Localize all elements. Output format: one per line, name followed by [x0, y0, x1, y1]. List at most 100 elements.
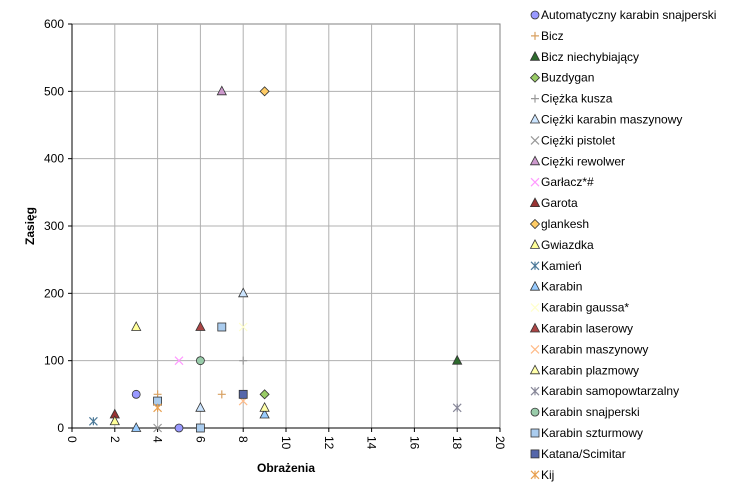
y-tick-label: 100 [44, 354, 64, 368]
x-tick-label: 0 [65, 436, 79, 443]
legend-marker [529, 322, 541, 333]
data-point [109, 415, 120, 426]
data-point [238, 322, 248, 332]
x-tick-label: 10 [279, 436, 293, 450]
gridlines [72, 24, 500, 428]
legend-marker [529, 280, 541, 291]
x-tick-label: 6 [193, 436, 207, 443]
legend-marker [529, 197, 541, 208]
x-tick-label: 4 [151, 436, 165, 443]
legend-item: Ciężki rewolwer [529, 154, 625, 168]
legend-label: Karabin laserowy [541, 322, 633, 336]
legend-item: Karabin [529, 280, 582, 294]
data-point [88, 416, 98, 426]
y-tick-label: 500 [44, 84, 64, 98]
legend-label: Karabin szturmowy [541, 426, 643, 440]
legend-label: Kamień [541, 259, 582, 273]
legend-marker [530, 10, 540, 20]
data-point [217, 390, 226, 399]
data-point [238, 287, 249, 298]
data-point [131, 389, 141, 399]
legend-item: Ciężka kusza [531, 92, 613, 106]
legend-marker [530, 407, 540, 417]
legend-marker [530, 449, 540, 459]
legend-marker [531, 94, 539, 103]
x-tick-label: 12 [322, 436, 336, 450]
legend-label: glankesh [541, 217, 589, 231]
legend-label: Ciężki rewolwer [541, 154, 625, 168]
data-point [131, 422, 142, 432]
data-point [452, 354, 463, 365]
data-point [216, 85, 227, 96]
legend-marker [529, 364, 541, 375]
legend-label: Karabin maszynowy [541, 342, 648, 356]
legend-marker [529, 239, 541, 249]
legend-label: Katana/Scimitar [541, 447, 626, 461]
x-tick-label: 18 [450, 436, 464, 450]
legend-item: Karabin maszynowy [530, 342, 648, 356]
legend-marker [529, 50, 541, 61]
legend-label: Karabin snajperski [541, 405, 640, 419]
legend-item: glankesh [529, 217, 589, 231]
data-point [259, 86, 270, 97]
data-points [88, 85, 463, 433]
legend-label: Ciężki karabin maszynowy [541, 113, 682, 127]
x-tick-label: 20 [493, 436, 507, 450]
legend-item: Automatyczny karabin snajperski [530, 8, 716, 22]
legend-item: Kamień [530, 259, 582, 273]
y-tick-label: 200 [44, 286, 64, 300]
legend-item: Garota [529, 196, 578, 210]
legend-label: Karabin samopowtarzalny [541, 384, 679, 398]
legend-marker [531, 31, 539, 40]
legend-marker [529, 72, 541, 83]
legend-item: Karabin szturmowy [530, 426, 643, 440]
legend-item: Bicz [531, 29, 564, 43]
y-tick-label: 400 [44, 152, 64, 166]
data-point [239, 356, 248, 365]
data-point [217, 322, 227, 332]
legend-item: Karabin laserowy [529, 322, 633, 336]
legend-label: Ciężki pistolet [541, 133, 616, 147]
legend-marker [530, 344, 540, 354]
legend-label: Garłacz*# [541, 175, 594, 189]
legend-marker [529, 218, 541, 230]
legend-label: Kij [541, 468, 554, 482]
legend-label: Bicz [541, 29, 564, 43]
data-point [174, 356, 184, 366]
y-tick-label: 300 [44, 219, 64, 233]
legend-label: Ciężka kusza [541, 92, 613, 106]
plot-area: 0 100 200 300 400 500 600 0 2 4 6 8 10 12 14 16 18 20 [44, 17, 507, 450]
x-axis-title: Obrażenia [257, 461, 315, 475]
data-point [259, 401, 270, 412]
legend-marker [530, 261, 540, 271]
x-tick-label: 16 [407, 436, 421, 450]
legend-item: Buzdygan [529, 71, 594, 85]
legend-label: Garota [541, 196, 578, 210]
legend-label: Gwiazdka [541, 238, 594, 252]
x-tick-label: 2 [108, 436, 122, 443]
legend-label: Buzdygan [541, 71, 594, 85]
legend-marker [529, 155, 541, 166]
legend-marker [530, 303, 540, 313]
legend-label: Karabin [541, 280, 582, 294]
data-point [153, 423, 163, 433]
y-tick-label: 0 [57, 421, 64, 435]
legend-item: Katana/Scimitar [530, 447, 626, 461]
data-point [174, 423, 184, 433]
legend-label: Karabin gaussa* [541, 301, 629, 315]
y-axis-title: Zasięg [23, 207, 37, 245]
legend-marker [529, 113, 541, 124]
legend-item: Ciężki pistolet [530, 133, 616, 147]
legend-label: Karabin plazmowy [541, 363, 639, 377]
legend-item: Karabin samopowtarzalny [530, 384, 679, 398]
data-point [131, 321, 142, 331]
data-point [259, 389, 270, 400]
legend-marker [530, 428, 540, 438]
legend-item: Karabin gaussa* [530, 301, 629, 315]
data-point [238, 389, 248, 399]
legend-item: Kij [530, 468, 554, 482]
data-point [195, 401, 206, 412]
legend-label: Automatyczny karabin snajperski [541, 8, 716, 22]
x-tick-label: 8 [236, 436, 250, 443]
